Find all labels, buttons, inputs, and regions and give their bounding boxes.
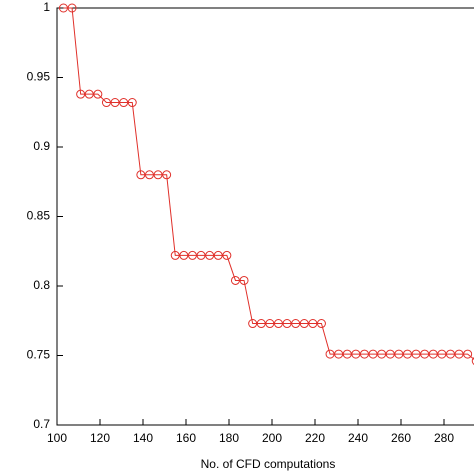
data-point	[162, 170, 172, 180]
data-point	[239, 275, 249, 285]
y-tick-label: 0.95	[27, 70, 51, 84]
data-point	[119, 98, 129, 108]
data-point	[299, 319, 309, 329]
data-point	[67, 3, 77, 13]
data-point	[282, 319, 292, 329]
data-point	[110, 98, 120, 108]
y-tick-label: 0.85	[27, 209, 51, 223]
data-point	[334, 349, 344, 359]
data-point	[351, 349, 361, 359]
data-point	[256, 319, 266, 329]
x-tick-label: 200	[262, 431, 282, 445]
y-tick-label: 1	[43, 0, 50, 14]
data-point	[471, 357, 474, 365]
data-point	[93, 89, 103, 99]
data-point	[230, 275, 240, 285]
data-point	[187, 250, 197, 260]
data-point	[420, 349, 430, 359]
data-point	[222, 250, 232, 260]
data-point	[273, 319, 283, 329]
data-point	[359, 349, 369, 359]
plot-frame	[56, 7, 474, 426]
data-point	[291, 319, 301, 329]
data-point	[76, 89, 86, 99]
x-tick-label: 280	[434, 431, 454, 445]
data-point	[411, 349, 421, 359]
y-tick-label: 0.75	[27, 348, 51, 362]
data-point	[144, 170, 154, 180]
data-point	[127, 98, 137, 108]
data-point	[205, 250, 215, 260]
data-point	[428, 349, 438, 359]
x-tick-label: 100	[47, 431, 67, 445]
data-point	[308, 319, 318, 329]
data-point	[196, 250, 206, 260]
series-line	[63, 7, 474, 360]
data-point	[179, 250, 189, 260]
data-point	[377, 349, 387, 359]
y-tick-label: 0.9	[33, 139, 50, 153]
data-point	[153, 170, 163, 180]
y-tick-label: 0.7	[33, 417, 50, 431]
data-point	[84, 89, 94, 99]
data-point	[394, 349, 404, 359]
data-point	[454, 349, 464, 359]
data-point	[101, 98, 111, 108]
data-point	[342, 349, 352, 359]
y-tick-label: 0.8	[33, 278, 50, 292]
x-tick-label: 160	[176, 431, 196, 445]
data-point	[437, 349, 447, 359]
data-point	[325, 349, 335, 359]
data-point	[316, 319, 326, 329]
data-point	[445, 349, 455, 359]
data-point	[248, 319, 258, 329]
x-tick-label: 260	[391, 431, 411, 445]
x-tick-label: 180	[219, 431, 239, 445]
data-point	[58, 3, 68, 13]
data-point	[136, 170, 146, 180]
x-tick-label: 220	[305, 431, 325, 445]
data-point	[170, 250, 180, 260]
x-tick-label: 120	[90, 431, 110, 445]
data-point	[213, 250, 223, 260]
data-point	[368, 349, 378, 359]
x-axis-label: No. of CFD computations	[201, 457, 336, 471]
data-point	[265, 319, 275, 329]
x-tick-label: 140	[133, 431, 153, 445]
data-point	[402, 349, 412, 359]
x-tick-label: 240	[348, 431, 368, 445]
data-point	[463, 349, 473, 359]
data-point	[385, 349, 395, 359]
